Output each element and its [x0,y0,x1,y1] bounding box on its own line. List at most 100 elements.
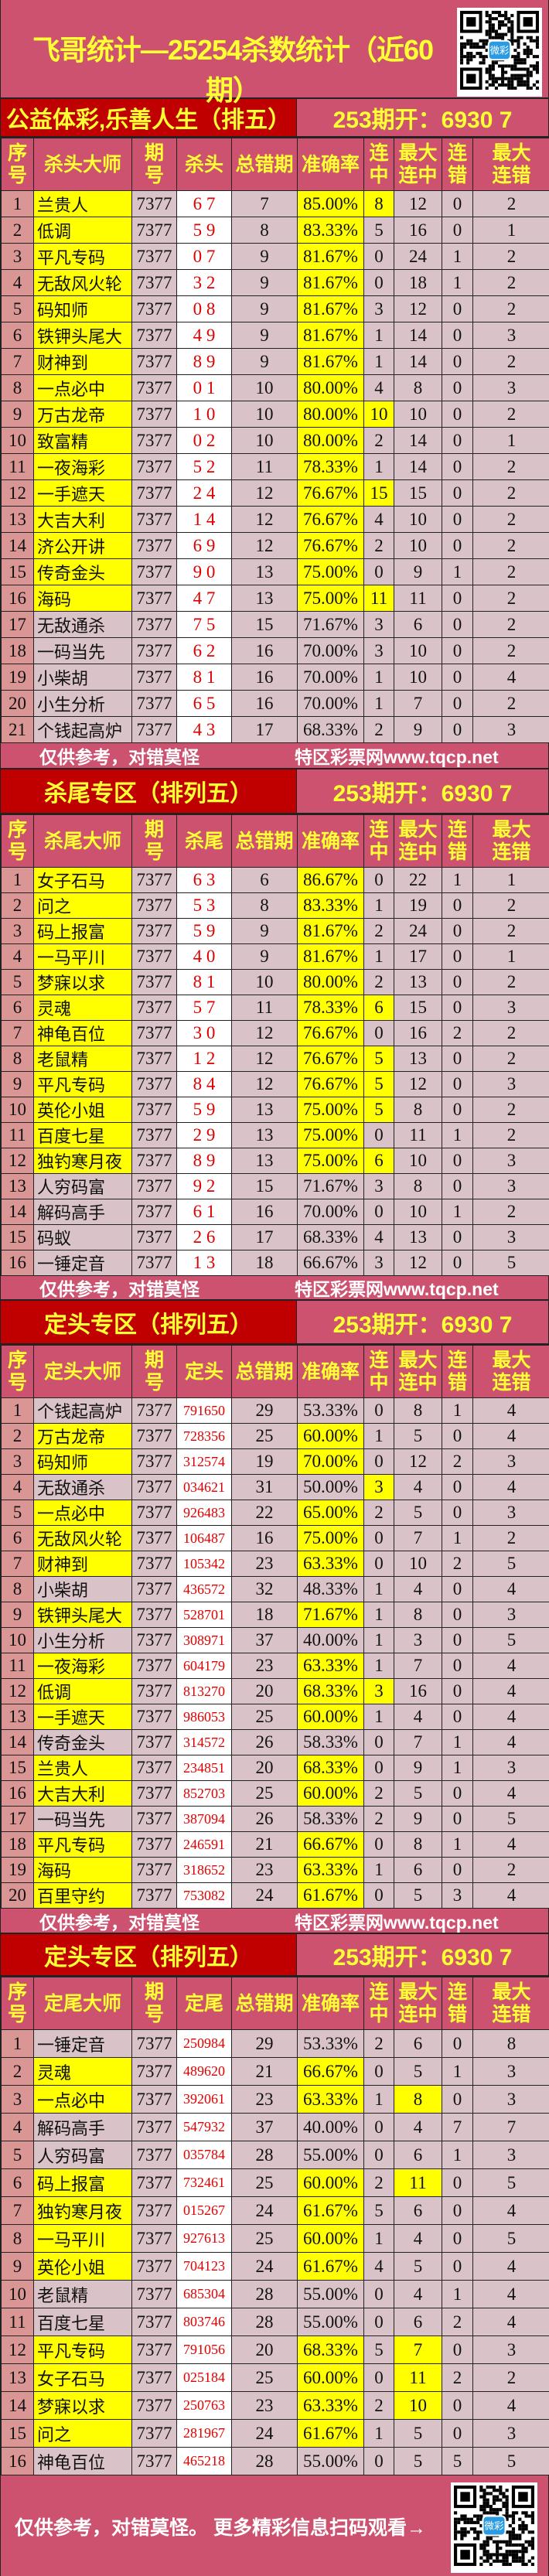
cell-name: 平凡专码 [34,1832,132,1858]
cell-miss_streak: 0 [442,217,473,244]
site-link[interactable]: 特区彩票网www.tqcp.net [295,742,548,769]
cell-miss_streak: 0 [442,1704,473,1730]
cell-max_miss: 3 [473,2420,549,2448]
cell-miss: 13 [232,1148,298,1174]
cell-streak: 1 [364,2225,394,2253]
cell-name: 小柴胡 [34,664,132,691]
cell-rate: 63.33% [298,1551,364,1577]
cell-name: 问之 [34,893,132,919]
cell-miss_streak: 1 [442,1755,473,1781]
cell-miss_streak: 0 [442,638,473,664]
column-header-rate: 准确率 [298,138,364,191]
cell-max_miss: 3 [473,1449,549,1475]
cell-rate: 66.67% [298,2058,364,2086]
cell-issue: 7377 [132,868,177,893]
cell-name: 百度七星 [34,1123,132,1148]
cell-miss: 20 [232,1755,298,1781]
cell-issue: 7377 [132,2114,177,2141]
cell-issue: 7377 [132,2086,177,2114]
cell-pick: 250984 [177,2030,232,2058]
site-link[interactable]: 特区彩票网www.tqcp.net [295,1274,548,1301]
cell-max_miss: 2 [473,2364,549,2392]
cell-no: 13 [2,1704,34,1730]
table-header-row: 序号定头大师期号定头总错期准确率连中最大连中连错最大连错 [2,1346,549,1398]
cell-max_miss: 2 [473,1021,549,1046]
cell-name: 一码当先 [34,1807,132,1832]
cell-issue: 7377 [132,1021,177,1046]
cell-no: 14 [2,1199,34,1225]
cell-no: 1 [2,2030,34,2058]
site-link[interactable]: 特区彩票网www.tqcp.net [295,1908,548,1934]
column-header-label: 期号 [144,1349,164,1394]
cell-streak: 2 [364,1500,394,1526]
cell-no: 19 [2,1858,34,1883]
cell-max_streak: 14 [394,349,442,375]
cell-name: 万古龙帝 [34,1424,132,1449]
cell-streak: 0 [364,1199,394,1225]
cell-rate: 68.33% [298,1755,364,1781]
cell-max_miss: 5 [473,1551,549,1577]
section-bar: 杀尾专区（排列五） 253期开：6930 7 [1,769,548,814]
cell-max_streak: 12 [394,1449,442,1475]
cell-miss_streak: 0 [442,1250,473,1276]
cell-max_miss: 3 [473,717,549,743]
cell-rate: 60.00% [298,1424,364,1449]
column-header-name: 定头大师 [34,1346,132,1398]
cell-streak: 5 [364,2197,394,2225]
cell-max_miss: 4 [473,2197,549,2225]
cell-streak: 1 [364,2420,394,2448]
cell-miss: 7 [232,191,298,217]
disclaimer-text: 仅供参考，对错莫怪 [1,1274,295,1301]
cell-max_streak: 16 [394,1679,442,1704]
cell-max_miss: 2 [473,244,549,270]
cell-pick: 0 2 [177,428,232,454]
cell-miss: 20 [232,2336,298,2364]
cell-streak: 1 [364,322,394,349]
cell-max_miss: 5 [473,2225,549,2253]
cell-rate: 63.33% [298,2392,364,2420]
cell-pick: 803746 [177,2308,232,2336]
cell-miss_streak: 1 [442,1832,473,1858]
cell-miss: 23 [232,1551,298,1577]
column-header-no: 序号 [2,815,34,868]
cell-max_miss: 1 [473,428,549,454]
cell-issue: 7377 [132,244,177,270]
cell-miss_streak: 1 [442,559,473,585]
column-header-label: 最大连中 [397,1349,438,1394]
cell-miss_streak: 0 [442,2420,473,2448]
cell-miss_streak: 0 [442,1577,473,1602]
cell-streak: 3 [364,638,394,664]
cell-rate: 81.67% [298,270,364,296]
column-header-label: 最大连中 [397,142,438,187]
cell-issue: 7377 [132,1526,177,1551]
cell-issue: 7377 [132,1730,177,1755]
cell-max_streak: 5 [394,2448,442,2475]
cell-miss_streak: 1 [442,1199,473,1225]
cell-max_miss: 2 [473,191,549,217]
cell-miss: 12 [232,1046,298,1072]
column-header-label: 连中 [369,142,389,187]
cell-miss: 23 [232,1653,298,1679]
cell-miss_streak: 7 [442,2114,473,2141]
cell-max_miss: 4 [473,2392,549,2420]
column-header-miss: 总错期 [232,1977,298,2030]
cell-name: 解码高手 [34,1199,132,1225]
cell-rate: 55.00% [298,2308,364,2336]
cell-rate: 76.67% [298,1021,364,1046]
cell-streak: 5 [364,1046,394,1072]
